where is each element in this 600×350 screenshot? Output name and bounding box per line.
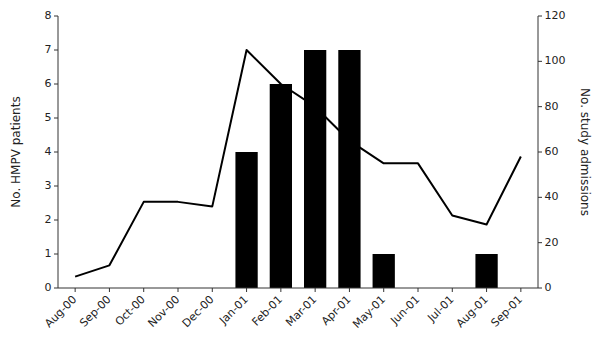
marks <box>75 50 521 288</box>
x-tick <box>486 288 487 292</box>
y2-tick-label: 100 <box>544 54 565 67</box>
y2-tick <box>538 61 542 62</box>
y-tick-label: 4 <box>45 145 52 158</box>
x-tick-label: Apr-01 <box>319 293 354 328</box>
y2-tick <box>538 16 542 17</box>
y-tick-label: 7 <box>45 43 52 56</box>
x-tick <box>178 288 179 292</box>
y-tick <box>54 254 58 255</box>
x-tick <box>383 288 384 292</box>
y-tick-label: 0 <box>45 281 52 294</box>
x-tick <box>520 288 521 292</box>
x-tick-label: Sep-00 <box>77 293 114 330</box>
y-tick <box>54 288 58 289</box>
y-tick <box>54 118 58 119</box>
x-tick-label: Oct-00 <box>113 293 148 328</box>
x-tick <box>349 288 350 292</box>
x-tick <box>315 288 316 292</box>
bar <box>373 254 395 288</box>
x-tick <box>143 288 144 292</box>
y2-tick <box>538 197 542 198</box>
bar <box>475 254 497 288</box>
y2-tick-label: 60 <box>544 145 558 158</box>
y-tick-label: 1 <box>45 247 52 260</box>
y2-tick-label: 0 <box>544 281 551 294</box>
y-tick <box>54 84 58 85</box>
x-tick <box>246 288 247 292</box>
y2-tick-label: 40 <box>544 190 558 203</box>
y-tick <box>54 16 58 17</box>
y-tick-label: 5 <box>45 111 52 124</box>
y-tick-label: 8 <box>45 9 52 22</box>
x-axis-line <box>58 288 538 289</box>
x-tick-label: Mar-01 <box>283 293 319 329</box>
y2-axis-label: No. study admissions <box>578 88 592 216</box>
x-tick <box>418 288 419 292</box>
x-tick-label: May-01 <box>350 293 388 331</box>
x-tick-label: Sep-01 <box>489 293 526 330</box>
y2-tick <box>538 288 542 289</box>
x-tick <box>280 288 281 292</box>
y-tick <box>54 50 58 51</box>
x-tick-label: Jun-01 <box>387 293 422 328</box>
y2-tick-label: 80 <box>544 100 558 113</box>
x-tick-label: Jul-01 <box>425 293 457 325</box>
y2-tick <box>538 106 542 107</box>
x-tick-label: Feb-01 <box>249 293 285 329</box>
y-tick <box>54 220 58 221</box>
bar <box>235 152 257 288</box>
y-tick-label: 2 <box>45 213 52 226</box>
y2-tick <box>538 152 542 153</box>
y-tick-label: 6 <box>45 77 52 90</box>
y-axis-label: No. HMPV patients <box>9 96 23 207</box>
x-tick-label: Jan-01 <box>216 293 251 328</box>
bar <box>270 84 292 288</box>
y-tick <box>54 186 58 187</box>
y2-tick-label: 120 <box>544 9 565 22</box>
x-tick <box>75 288 76 292</box>
chart: Aug-00Sep-00Oct-00Nov-00Dec-00Jan-01Feb-… <box>0 0 600 350</box>
x-tick-label: Aug-00 <box>42 293 79 330</box>
y2-tick <box>538 242 542 243</box>
x-tick-label: Dec-00 <box>180 293 217 330</box>
x-tick <box>109 288 110 292</box>
line <box>75 50 521 277</box>
y-tick <box>54 152 58 153</box>
bar <box>304 50 326 288</box>
x-tick-label: Aug-01 <box>454 293 491 330</box>
bar <box>338 50 360 288</box>
y2-tick-label: 20 <box>544 236 558 249</box>
x-tick <box>212 288 213 292</box>
x-tick <box>452 288 453 292</box>
x-tick-label: Nov-00 <box>145 293 182 330</box>
y-tick-label: 3 <box>45 179 52 192</box>
